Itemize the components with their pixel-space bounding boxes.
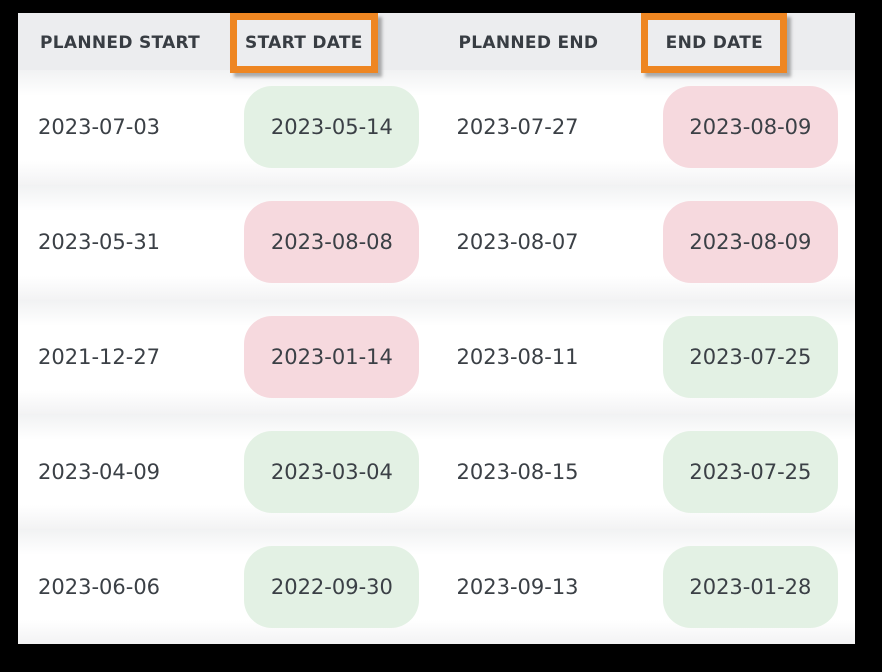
header-planned-start: PLANNED START	[40, 33, 201, 53]
planned-end-cell: 2023-08-11	[456, 344, 579, 369]
start-date-cell: 2023-03-04	[227, 430, 436, 513]
end-date-cell: 2023-07-25	[646, 430, 855, 513]
planned-end-cell: 2023-07-27	[456, 115, 579, 140]
table-row: 2023-04-09 2023-03-04 2023-08-15 2023-07…	[18, 414, 855, 530]
planned-start-cell: 2023-07-03	[38, 115, 161, 140]
end-date-cell: 2023-08-09	[646, 86, 855, 169]
start-date-highlight-box: START DATE	[229, 13, 378, 73]
end-date-cell: 2023-07-25	[646, 315, 855, 398]
end-date-highlight-box: END DATE	[641, 13, 788, 73]
header-start-date: START DATE	[245, 33, 363, 53]
planned-start-cell: 2023-05-31	[38, 230, 161, 255]
planned-start-cell: 2023-04-09	[38, 459, 161, 484]
end-date-pill: 2023-07-25	[662, 430, 838, 513]
planned-end-cell: 2023-08-15	[456, 459, 579, 484]
end-date-pill: 2023-07-25	[662, 315, 838, 398]
end-date-cell: 2023-08-09	[646, 201, 855, 284]
start-date-cell: 2023-01-14	[227, 315, 436, 398]
planned-end-cell: 2023-09-13	[456, 574, 579, 599]
header-end-date: END DATE	[665, 33, 764, 53]
start-date-pill: 2023-03-04	[244, 430, 420, 513]
header-end-date-cell: END DATE	[641, 13, 855, 73]
end-date-cell: 2023-01-28	[646, 545, 855, 628]
planned-start-cell: 2023-06-06	[38, 574, 161, 599]
table-row: 2023-05-31 2023-08-08 2023-08-07 2023-08…	[18, 184, 855, 300]
start-date-cell: 2023-05-14	[227, 86, 436, 169]
start-date-cell: 2023-08-08	[227, 201, 436, 284]
table-header-row: PLANNED START START DATE PLANNED END END…	[18, 13, 855, 73]
table-row: 2023-06-06 2022-09-30 2023-09-13 2023-01…	[18, 529, 855, 644]
header-start-date-cell: START DATE	[227, 13, 436, 73]
start-date-pill: 2023-08-08	[244, 201, 420, 284]
planned-start-cell: 2021-12-27	[38, 344, 161, 369]
end-date-pill: 2023-08-09	[662, 86, 838, 169]
header-planned-end: PLANNED END	[458, 33, 599, 53]
start-date-pill: 2022-09-30	[244, 545, 420, 628]
start-date-pill: 2023-05-14	[244, 86, 420, 169]
end-date-pill: 2023-01-28	[662, 545, 838, 628]
table-row: 2021-12-27 2023-01-14 2023-08-11 2023-07…	[18, 299, 855, 415]
planned-end-cell: 2023-08-07	[456, 230, 579, 255]
table-panel: PLANNED START START DATE PLANNED END END…	[18, 13, 855, 644]
start-date-cell: 2022-09-30	[227, 545, 436, 628]
start-date-pill: 2023-01-14	[244, 315, 420, 398]
table-row: 2023-07-03 2023-05-14 2023-07-27 2023-08…	[18, 70, 855, 185]
end-date-pill: 2023-08-09	[662, 201, 838, 284]
